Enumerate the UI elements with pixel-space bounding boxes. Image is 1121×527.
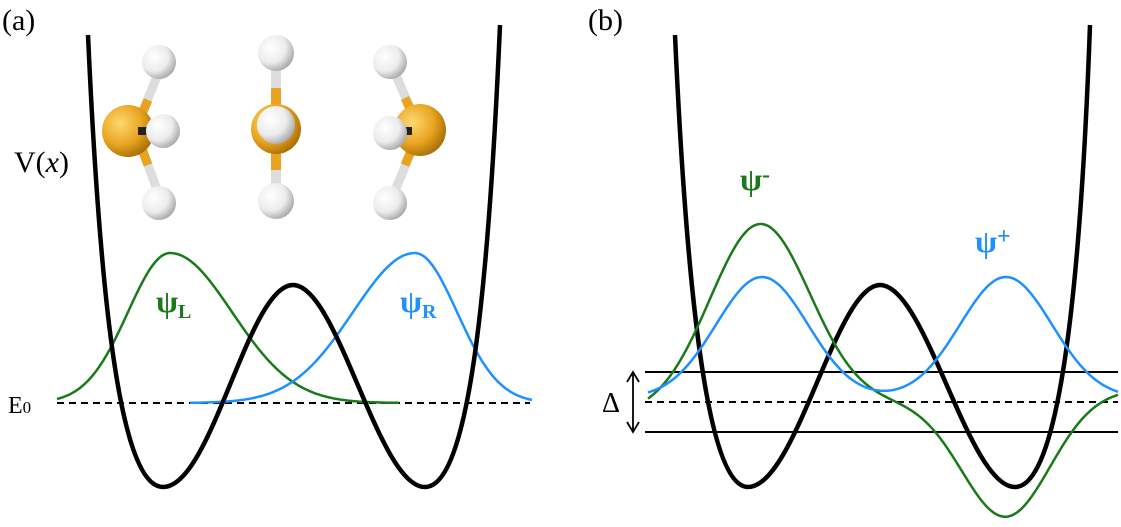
psi-minus-curve: [647, 222, 1119, 518]
energy-level-label: E0: [8, 393, 31, 419]
panel-b: (b) Δ ψ- ψ+: [588, 4, 1119, 518]
panel-b-label: (b): [588, 4, 623, 37]
double-well-potential-a: [85, 24, 503, 490]
psi-right-curve: [190, 251, 533, 405]
splitting-label: Δ: [602, 388, 620, 419]
molecule-center-icon: [251, 35, 301, 219]
psi-left-label: ψL: [156, 283, 191, 323]
molecule-right-icon: [373, 45, 446, 220]
psi-minus-label: ψ-: [740, 161, 770, 197]
psi-plus-curve: [647, 275, 1119, 394]
psi-right-label: ψR: [400, 283, 437, 323]
panel-a-label: (a): [2, 4, 35, 37]
splitting-arrow-icon: [626, 370, 640, 434]
psi-plus-label: ψ+: [975, 223, 1011, 259]
psi-left-curve: [56, 251, 399, 405]
double-well-potential-b: [672, 24, 1093, 490]
molecule-left-icon: [102, 45, 180, 220]
potential-axis-label: V(x): [14, 146, 69, 179]
panel-a: (a) V(x) E0 ψL ψR: [2, 4, 533, 490]
